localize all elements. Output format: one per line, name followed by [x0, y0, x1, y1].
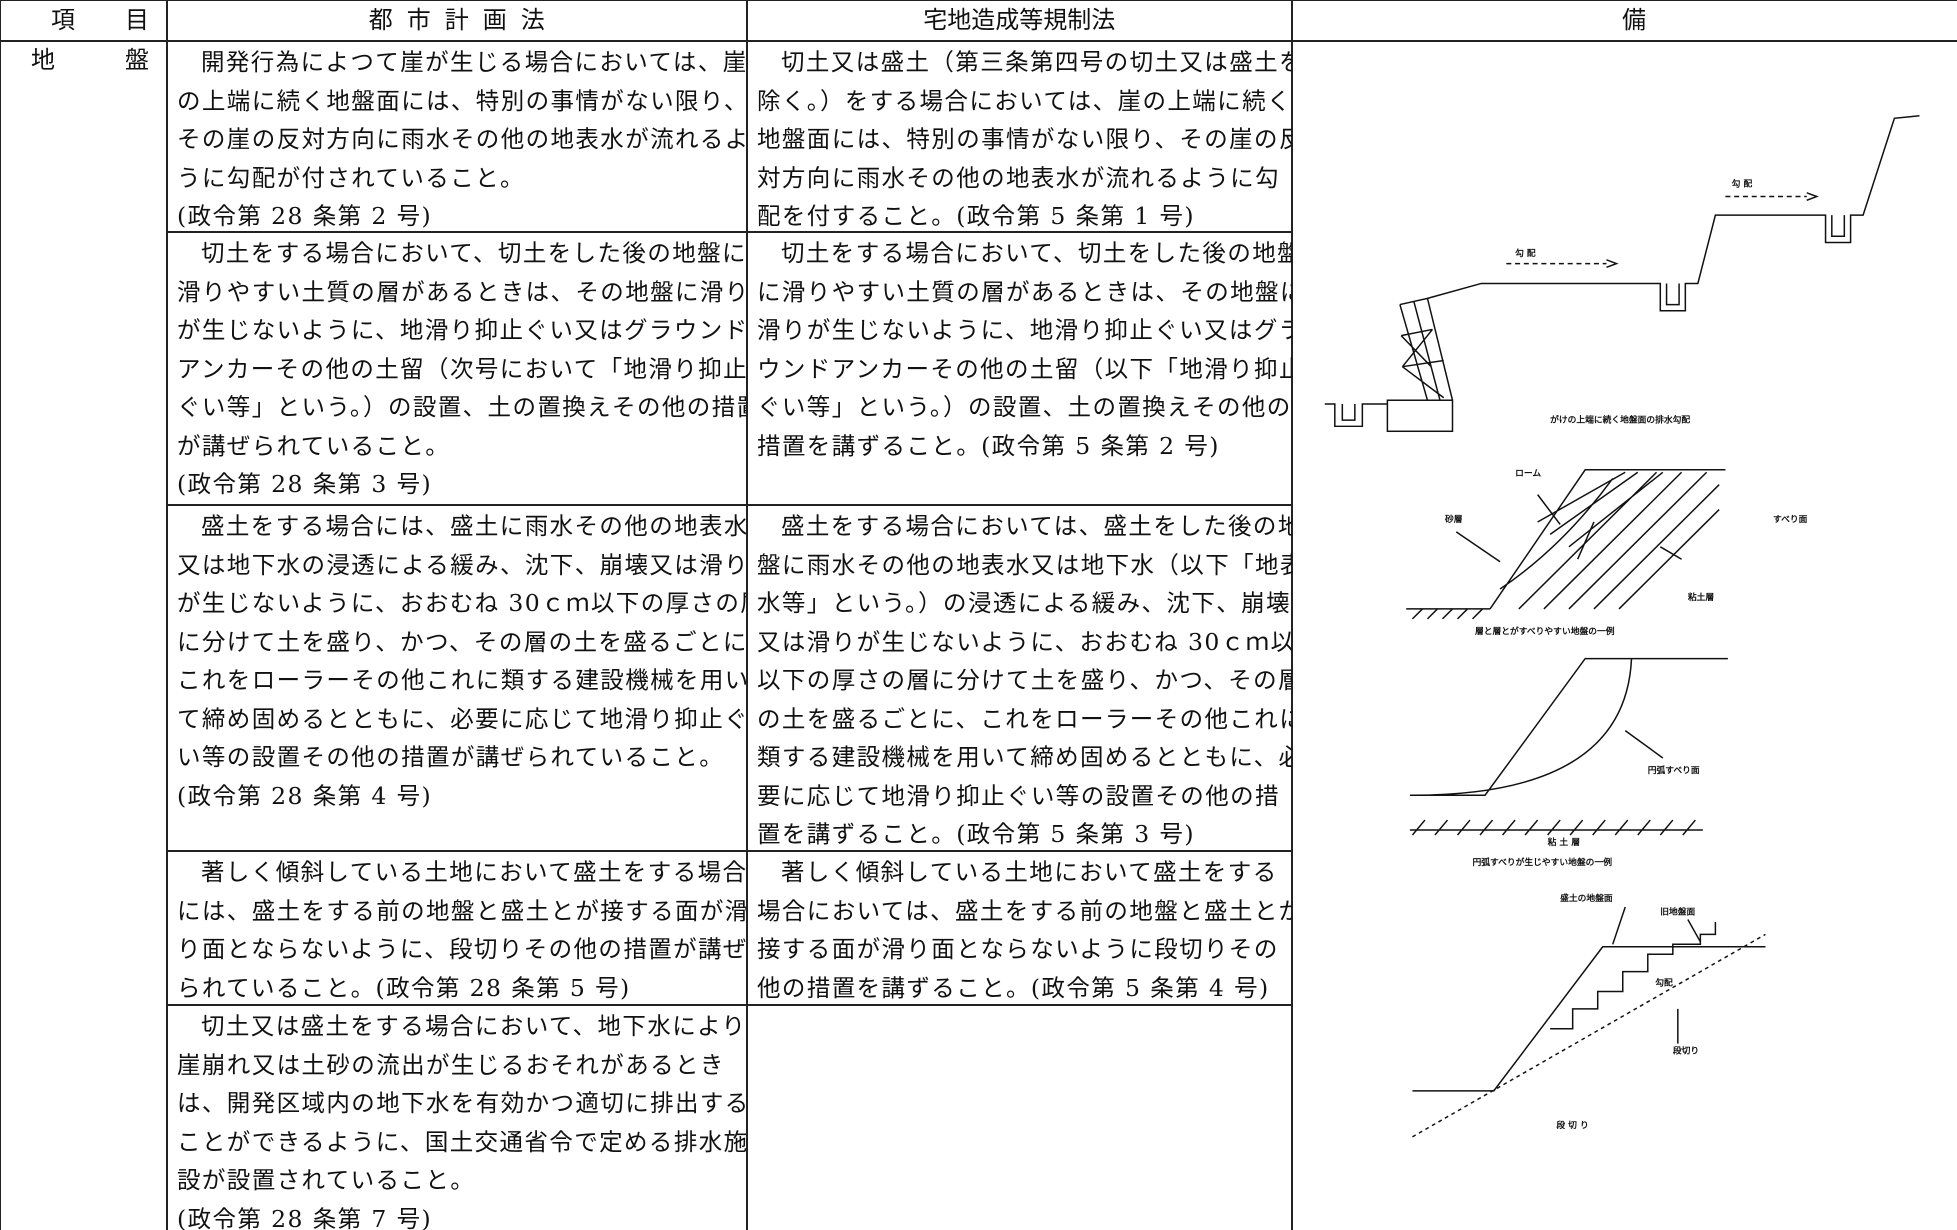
provision-line: が生じないように、おおむね 30ｃｍ以下の厚さの層: [177, 589, 748, 617]
provision-cell: 切土をする場合において、切土をした後の地盤に滑りやすい土質の層があるときは、その…: [166, 231, 748, 506]
figure-label: 盛土の地盤面: [1560, 892, 1613, 904]
provision-cell: 著しく傾斜している土地において盛土をする場合においては、盛土をする前の地盤と盛土…: [746, 850, 1293, 1006]
provision-line: うに勾配が付されていること。: [177, 163, 525, 192]
figure-label: ローム: [1515, 468, 1541, 479]
figure-label: 粘土層: [1688, 591, 1714, 603]
provision-line: ぐい等」という。）の設置、土の置換えその他の: [757, 393, 1292, 421]
provision-line: (政令第 28 条第 4 号): [177, 781, 433, 810]
figure-label: がけの上端に続く地盤面の排水勾配: [1550, 414, 1690, 426]
provision-line: 著しく傾斜している土地において盛土をする: [781, 858, 1278, 886]
provision-cell: 著しく傾斜している土地において盛土をする場合には、盛土をする前の地盤と盛土とが接…: [166, 850, 748, 1006]
provision-line: (政令第 28 条第 2 号): [177, 202, 433, 230]
provision-line: 水等」という。）の浸透による緩み、沈下、崩壊: [757, 589, 1291, 617]
provision-line: 滑りやすい土質の層があるときは、その地盤に滑り: [177, 277, 748, 306]
provision-line: 類する建設機械を用いて締め固めるとともに、必: [757, 743, 1293, 771]
header-text: 都市計画法: [368, 6, 559, 34]
header-cell: 都市計画法: [166, 0, 748, 42]
header-cell: 備考: [1291, 0, 1957, 42]
figure-label: 段 切 り: [1556, 1119, 1588, 1131]
provision-line: が生じないように、地滑り抑止ぐい又はグラウンド: [177, 316, 748, 344]
figure-label: 勾配: [1655, 976, 1673, 988]
header-text: 宅地造成等規制法: [923, 6, 1116, 34]
provision-cell: 切土又は盛土（第三条第四号の切土又は盛土を除く。）をする場合においては、崖の上端…: [746, 40, 1293, 233]
provision-line: 盛土をする場合には、盛土に雨水その他の地表水: [201, 512, 748, 540]
provision-line: 切土をする場合において、切土をした後の地盤: [781, 239, 1293, 267]
provision-line: 地盤面には、特別の事情がない限り、その崖の反: [757, 125, 1293, 153]
figure-label: 円弧すべり面: [1648, 764, 1700, 776]
figure-label: 勾 配: [1732, 178, 1753, 190]
figure-label: 段切り: [1673, 1045, 1699, 1057]
provision-line: い等の設置その他の措置が講ぜられていること。: [177, 743, 725, 771]
provision-line: 対方向に雨水その他の地表水が流れるように勾: [757, 163, 1280, 192]
figure-label: すべり面: [1773, 514, 1808, 525]
region-cell: 地盤: [0, 40, 168, 1230]
provision-line: て締め固めるとともに、必要に応じて地滑り抑止ぐ: [177, 704, 748, 733]
provision-line: 要に応じて地滑り抑止ぐい等の設置その他の措: [757, 781, 1280, 810]
provision-line: 開発行為によつて崖が生じる場合においては、崖: [201, 48, 748, 76]
header-cell: 宅地造成等規制法: [746, 0, 1293, 42]
provision-line: ことができるように、国土交通省令で定める排水施: [177, 1127, 748, 1156]
figure-label: 勾 配: [1515, 247, 1536, 259]
figure-label: 旧地盤面: [1660, 906, 1695, 918]
provision-line: 措置を講ずること。(政令第 5 条第 2 号): [757, 431, 1220, 460]
figure-label: 層と層とがすべりやすい地盤の一例: [1475, 625, 1615, 637]
header-text: 備考: [1622, 6, 1957, 34]
provision-line: 置を講ずること。(政令第 5 条第 3 号): [757, 820, 1195, 848]
provision-line: (政令第 28 条第 3 号): [177, 470, 433, 498]
provision-line: ウンドアンカーその他の土留（以下「地滑り抑止: [757, 354, 1293, 383]
figure-label: 粘 土 層: [1548, 836, 1580, 848]
provision-line: は、開発区域内の地下水を有効かつ適切に排出する: [177, 1089, 748, 1117]
provision-line: (政令第 28 条第 7 号): [177, 1204, 433, 1230]
provision-cell: [746, 1004, 1293, 1230]
figure-label: 円弧すべりが生じやすい地盤の一例: [1473, 856, 1613, 868]
provision-line: 盤に雨水その他の地表水又は地下水（以下「地表: [757, 550, 1293, 579]
provision-cell: 盛土をする場合においては、盛土をした後の地盤に雨水その他の地表水又は地下水（以下…: [746, 504, 1293, 852]
figure-label: 砂層: [1444, 513, 1463, 525]
header-cell: 項目: [0, 0, 168, 42]
provision-line: が講ぜられていること。: [177, 431, 451, 460]
provision-line: 設が設置されていること。: [177, 1166, 476, 1194]
provision-line: 切土又は盛土（第三条第四号の切土又は盛土を: [781, 48, 1293, 76]
provision-line: り面とならないように、段切りその他の措置が講ぜ: [177, 935, 748, 963]
provision-line: に分けて土を盛り、かつ、その層の土を盛るごとに、: [177, 627, 748, 656]
provision-cell: 開発行為によつて崖が生じる場合においては、崖の上端に続く地盤面には、特別の事情が…: [166, 40, 748, 233]
provision-line: に滑りやすい土質の層があるときは、その地盤に: [757, 277, 1293, 306]
provision-line: アンカーその他の土留（次号において「地滑り抑止: [177, 354, 748, 383]
provision-line: 他の措置を講ずること。(政令第 5 条第 4 号): [757, 973, 1270, 1002]
provision-line: 除く。）をする場合においては、崖の上端に続く: [757, 86, 1292, 115]
provision-line: の上端に続く地盤面には、特別の事情がない限り、: [177, 86, 748, 115]
header-text: 項目: [51, 6, 149, 34]
provision-cell: 盛土をする場合には、盛土に雨水その他の地表水又は地下水の浸透による緩み、沈下、崩…: [166, 504, 748, 852]
provision-line: その崖の反対方向に雨水その他の地表水が流れるよ: [177, 125, 748, 153]
provision-cell: 切土をする場合において、切土をした後の地盤に滑りやすい土質の層があるときは、その…: [746, 231, 1293, 506]
provision-line: 場合においては、盛土をする前の地盤と盛土とが: [757, 896, 1293, 925]
remarks-cell: [1291, 40, 1957, 1230]
provision-line: 滑りが生じないように、地滑り抑止ぐい又はグラ: [757, 316, 1293, 344]
provision-line: の土を盛るごとに、これをローラーその他これに: [757, 704, 1293, 733]
provision-line: 盛土をする場合においては、盛土をした後の地: [781, 512, 1293, 540]
provision-line: 接する面が滑り面とならないように段切りその: [757, 935, 1279, 963]
provision-line: られていること。(政令第 28 条第 5 号): [177, 973, 631, 1002]
provision-line: 崖崩れ又は土砂の流出が生じるおそれがあるとき: [177, 1050, 725, 1079]
provision-line: 切土又は盛土をする場合において、地下水により: [201, 1012, 747, 1040]
provision-line: 著しく傾斜している土地において盛土をする場合: [201, 858, 748, 886]
provision-line: には、盛土をする前の地盤と盛土とが接する面が滑: [177, 896, 748, 925]
provision-line: 以下の厚さの層に分けて土を盛り、かつ、その層: [757, 666, 1293, 694]
provision-cell: 切土又は盛土をする場合において、地下水により崖崩れ又は土砂の流出が生じるおそれが…: [166, 1004, 748, 1230]
provision-line: 配を付すること。(政令第 5 条第 1 号): [757, 202, 1195, 230]
provision-line: 切土をする場合において、切土をした後の地盤に: [201, 239, 747, 267]
provision-line: ぐい等」という。）の設置、土の置換えその他の措置: [177, 393, 748, 421]
region-label: 地盤: [31, 46, 149, 74]
provision-line: 又は地下水の浸透による緩み、沈下、崩壊又は滑り: [177, 550, 748, 579]
provision-line: 又は滑りが生じないように、おおむね 30ｃｍ以下: [757, 627, 1293, 656]
provision-line: これをローラーその他これに類する建設機械を用い: [177, 666, 748, 694]
